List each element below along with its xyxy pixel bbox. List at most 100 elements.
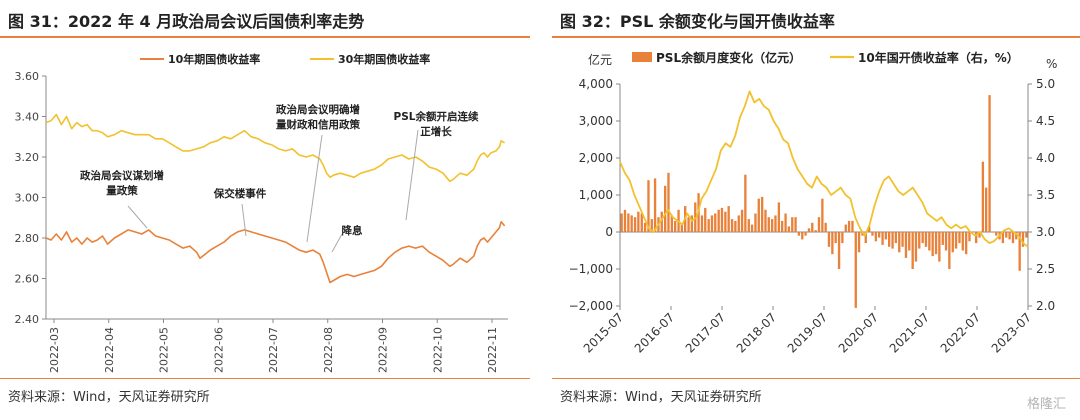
psl-bar: [981, 161, 985, 232]
psl-bar: [737, 215, 740, 232]
psl-bar: [787, 226, 791, 232]
psl-bar: [700, 215, 704, 232]
right-source-note: 资料来源：Wind，天风证券研究所: [560, 390, 762, 405]
psl-bar: [938, 232, 941, 262]
y-tick-label: 3.60: [15, 70, 40, 83]
psl-bar: [804, 232, 807, 236]
psl-bar: [771, 219, 774, 232]
psl-bar: [727, 206, 730, 232]
psl-bar: [764, 209, 767, 232]
annotation-leader: [405, 129, 419, 221]
psl-bar: [761, 196, 764, 232]
left-chart: 3.60 3.40 3.20 3.00 2.80 2.60 2.40 2022-03 2022-…: [15, 52, 508, 373]
psl-bar: [767, 217, 770, 232]
annotation-text: PSL余额开启连续: [394, 110, 479, 123]
x-tick-label: 2022-10: [431, 327, 444, 373]
psl-bar: [724, 211, 727, 232]
psl-bar: [1011, 232, 1015, 244]
x-tick-label: 2021-07: [887, 310, 932, 355]
right-bottom-rule: [552, 378, 1080, 379]
psl-bar: [991, 232, 995, 233]
x-tick-label: 2020-07: [836, 310, 881, 355]
psl-bar: [811, 222, 814, 233]
psl-bar: [717, 209, 720, 232]
psl-bar: [754, 213, 757, 232]
left-source-note: 资料来源：Wind，天风证券研究所: [8, 390, 210, 405]
x-tick-label: 2023-07: [989, 310, 1034, 355]
x-tick-label: 2022-07: [938, 310, 983, 355]
y-tick-label: 1,000: [579, 188, 613, 202]
left-title-rule: [0, 36, 530, 38]
annotation-leader: [306, 134, 323, 243]
psl-bar: [1018, 232, 1021, 271]
annotation-text: 正增长: [420, 125, 452, 138]
psl-bar: [664, 185, 667, 233]
psl-bar: [620, 213, 623, 232]
annotation-leader: [127, 205, 148, 229]
psl-bar: [854, 232, 857, 308]
psl-bar: [928, 232, 931, 251]
psl-bar: [623, 209, 627, 232]
y-tick-label: −1,000: [569, 262, 613, 276]
psl-bar: [891, 232, 894, 249]
psl-bar: [791, 217, 794, 232]
right-figure: 图 32：PSL 余额变化与国开债收益率 亿元% 4,000 3,000 2,000 1…: [552, 0, 1080, 420]
psl-bar: [650, 219, 653, 232]
psl-bar: [971, 232, 974, 233]
y2-tick-label: 3.0: [1036, 225, 1055, 239]
psl-bar: [965, 232, 968, 255]
psl-bar: [944, 232, 948, 251]
x-tick-label: 2022-08: [322, 327, 335, 373]
x-tick-label: 2019-07: [785, 310, 830, 355]
psl-bar: [834, 232, 837, 244]
psl-bar: [1025, 232, 1028, 238]
x-tick-label: 2022-05: [158, 327, 171, 373]
psl-bar: [694, 202, 697, 232]
psl-bar: [647, 180, 650, 232]
psl-bar: [643, 222, 647, 233]
psl-bar: [824, 222, 827, 233]
psl-bar: [747, 219, 750, 232]
y2-tick-label: 4.0: [1036, 151, 1055, 165]
right-chart: 亿元 % 4,000 3,000 2,000 1,000 0 −1,000 −2,000 5.0 4…: [569, 50, 1058, 356]
psl-bar: [898, 232, 901, 253]
psl-bar: [710, 215, 714, 232]
psl-bar: [633, 217, 637, 232]
psl-bar: [777, 202, 781, 232]
right-figure-title: 图 32：PSL 余额变化与国开债收益率: [560, 12, 835, 31]
left-axis-unit: 亿元: [588, 52, 612, 67]
psl-bar: [1008, 232, 1011, 240]
psl-bar: [894, 232, 898, 244]
psl-bar: [730, 219, 734, 232]
psl-bar: [1005, 232, 1008, 238]
x-tick-label: 2022-04: [103, 327, 116, 373]
psl-bar: [995, 232, 998, 236]
psl-bar: [918, 232, 921, 249]
y2-tick-label: 5.0: [1036, 77, 1055, 91]
left-figure: 图 31：2022 年 4 月政治局会议后国债利率走势 3.60 3.40 3.20…: [0, 0, 530, 420]
series-line-30y: [45, 113, 506, 183]
annotation-text: 政治局会议明确增: [276, 103, 360, 116]
psl-bar: [881, 232, 884, 245]
y2-tick-label: 3.5: [1036, 188, 1055, 202]
psl-bar: [868, 226, 871, 232]
psl-bar: [797, 232, 801, 236]
y-tick-label: −2,000: [569, 299, 613, 313]
y2-tick-label: 2.5: [1036, 262, 1055, 276]
psl-bar: [837, 232, 841, 269]
y-tick-label: 2.40: [15, 313, 40, 326]
psl-bar: [690, 215, 694, 232]
psl-bar: [847, 220, 851, 232]
psl-bar: [814, 230, 817, 232]
x-tick-label: 2022-07: [267, 327, 280, 373]
psl-bar: [630, 215, 633, 232]
right-title-rule: [552, 36, 1080, 38]
left-bottom-rule: [0, 378, 530, 379]
psl-bar: [878, 232, 881, 238]
y-tick-label: 3.00: [15, 192, 40, 205]
cdb-yield-line: [619, 90, 1029, 248]
psl-bar: [687, 217, 690, 232]
psl-bar: [667, 172, 670, 232]
psl-bar: [637, 211, 640, 232]
psl-bar: [841, 232, 844, 244]
